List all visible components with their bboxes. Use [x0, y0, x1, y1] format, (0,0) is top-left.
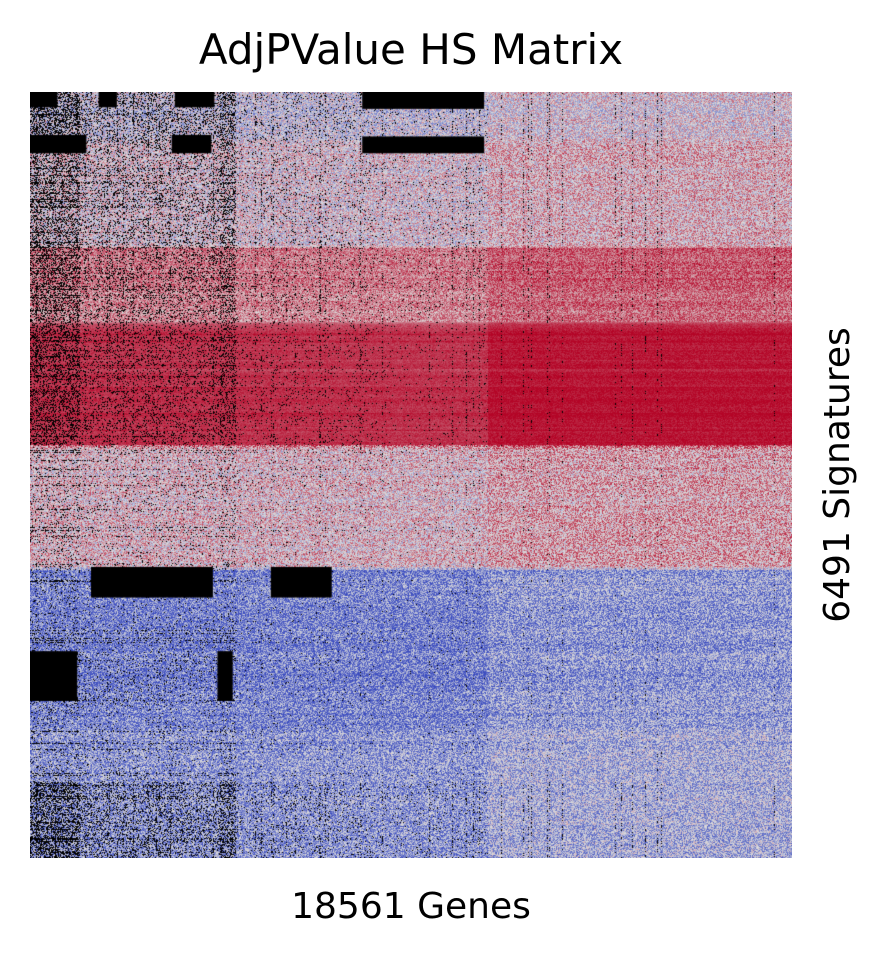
x-axis-label: 18561 Genes: [291, 886, 531, 927]
chart-title: AdjPValue HS Matrix: [198, 25, 624, 74]
y-axis-label: 6491 Signatures: [817, 327, 858, 623]
heatmap-plot-area: [30, 92, 792, 858]
heatmap-image: [30, 92, 792, 858]
